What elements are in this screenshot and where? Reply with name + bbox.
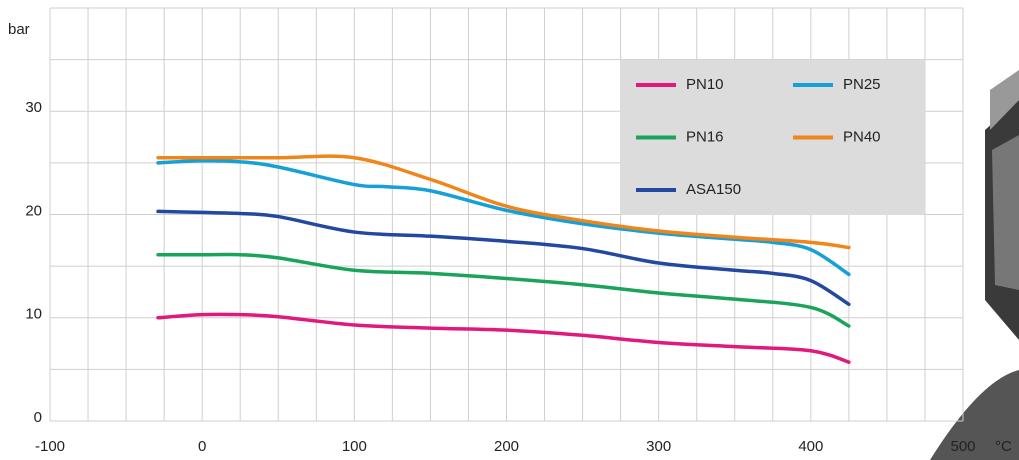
legend-label: PN10 bbox=[686, 76, 724, 93]
legend-label: PN40 bbox=[843, 128, 881, 145]
legend-label: ASA150 bbox=[686, 181, 741, 198]
legend: PN10 PN25 PN16 PN40 ASA150 bbox=[620, 60, 925, 215]
x-tick-label: 0 bbox=[198, 438, 206, 455]
x-tick-label: 400 bbox=[798, 438, 823, 455]
x-tick-label: -100 bbox=[35, 438, 65, 455]
y-tick-label: 20 bbox=[25, 202, 42, 219]
line-series bbox=[156, 209, 851, 307]
product-photo bbox=[930, 70, 1019, 460]
x-tick-label: 200 bbox=[494, 438, 519, 455]
line-series bbox=[156, 312, 851, 364]
line-series bbox=[156, 154, 851, 250]
grid bbox=[49, 7, 964, 422]
x-tick-label: 300 bbox=[646, 438, 671, 455]
line-series bbox=[156, 159, 851, 277]
legend-label: PN25 bbox=[843, 76, 881, 93]
x-tick-label: 500 bbox=[950, 438, 975, 455]
y-tick-label: 30 bbox=[25, 99, 42, 116]
y-tick-label: 0 bbox=[34, 409, 42, 426]
line-series bbox=[156, 252, 851, 328]
legend-label: PN16 bbox=[686, 128, 724, 145]
y-axis-label: bar bbox=[8, 21, 30, 38]
x-axis-label: °C bbox=[995, 438, 1012, 455]
x-tick-label: 100 bbox=[342, 438, 367, 455]
y-tick-label: 10 bbox=[25, 306, 42, 323]
